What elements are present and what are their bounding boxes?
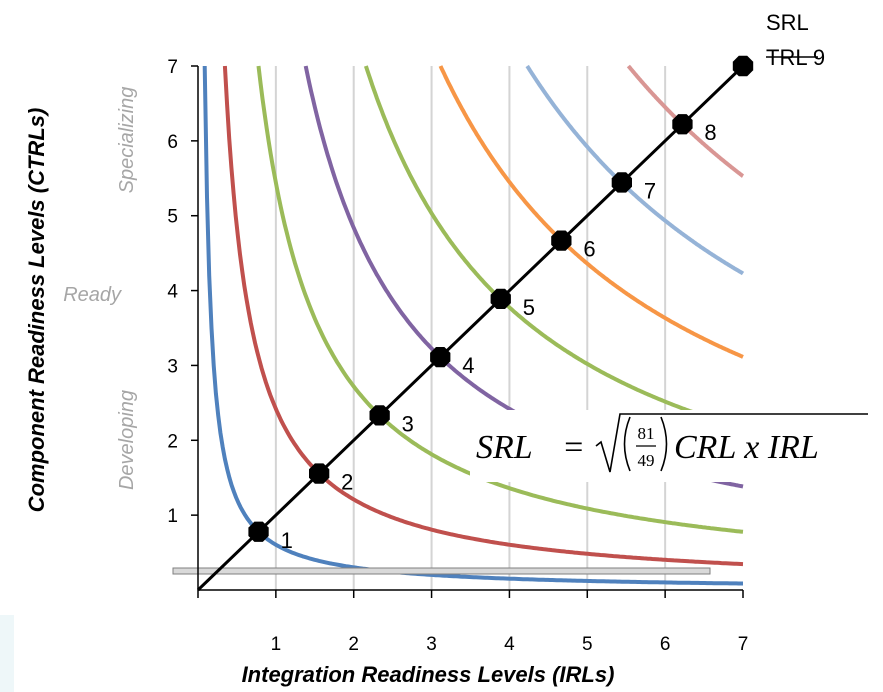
x-tick-label-5: 5: [582, 634, 593, 655]
x-tick-label-2: 2: [348, 634, 359, 655]
y-tick-label-7: 7: [167, 57, 178, 78]
x-tick-label-1: 1: [271, 634, 282, 655]
curve-7: [525, 64, 745, 276]
x-axis-title: Integration Readiness Levels (IRLs): [242, 662, 615, 687]
diagonal-point-6: [551, 230, 572, 251]
y-tick-label-5: 5: [167, 207, 178, 228]
y-tick-label-1: 1: [167, 506, 178, 527]
diagonal-point-label-6: 6: [583, 237, 595, 262]
y-tick-label-6: 6: [167, 132, 178, 153]
curve-2: [222, 65, 744, 567]
diagonal-point-2: [309, 463, 330, 484]
axis-layer: 1 2 3 4 5 6 7 1 2 3 4 5 6 7: [167, 57, 748, 655]
y-tick-label-3: 3: [167, 356, 178, 377]
formula-equals: =: [562, 429, 585, 466]
diagonal-point-label-1: 1: [281, 528, 293, 553]
diagonal-point-label-4: 4: [462, 353, 474, 378]
diagonal-point-label-8: 8: [704, 120, 716, 145]
formula-lhs: SRL: [476, 429, 533, 466]
horizontal-bar: [172, 567, 711, 575]
diagonal-point-3: [369, 405, 390, 426]
zone-label-developing: Developing: [116, 390, 138, 490]
sqrt-sign: [595, 413, 868, 473]
diagonal-point-8: [672, 114, 693, 135]
curve-5: [363, 65, 744, 431]
curve-3: [256, 65, 744, 534]
x-tick-label-3: 3: [426, 634, 437, 655]
zone-label-ready: Ready: [63, 284, 122, 306]
zone-label-specializing: Specializing: [116, 87, 138, 194]
right-paren: [660, 416, 668, 472]
diagonal-point-label-3: 3: [402, 411, 414, 436]
x-tick-label-7: 7: [738, 634, 749, 655]
diagonal-point-label-2: 2: [341, 470, 353, 495]
curve-6: [438, 65, 744, 359]
diagonal-point-9: [732, 55, 754, 77]
x-tick-label-4: 4: [504, 634, 515, 655]
diagonal-point-label-7: 7: [644, 178, 656, 203]
grid-layer: [274, 66, 667, 590]
left-paren: [623, 416, 631, 472]
diagonal-point-label-5: 5: [523, 295, 535, 320]
diagonal-line: [196, 64, 745, 592]
fraction-numerator: 81: [638, 424, 655, 443]
diagonal-layer: 1 2 3 4 5 6 7 8: [196, 55, 754, 592]
formula-rhs: CRL x IRL: [674, 429, 819, 466]
diagonal-point-5: [490, 288, 511, 309]
curve-1: [202, 65, 743, 586]
y-tick-label-4: 4: [167, 282, 178, 303]
diagonal-point-1: [248, 521, 269, 542]
x-tick-label-6: 6: [660, 634, 671, 655]
formula-background: [470, 410, 872, 482]
diagonal-point-4: [430, 347, 451, 368]
corner-label-srl: SRL: [766, 10, 809, 35]
diagonal-point-7: [611, 172, 632, 193]
formula-box: SRL = 81 49 CRL x IRL: [470, 410, 872, 482]
y-axis-title: Component Readiness Levels (CTRLs): [24, 108, 49, 513]
y-tick-label-2: 2: [167, 431, 178, 452]
fraction-denominator: 49: [638, 451, 655, 470]
side-panel: [0, 615, 14, 692]
